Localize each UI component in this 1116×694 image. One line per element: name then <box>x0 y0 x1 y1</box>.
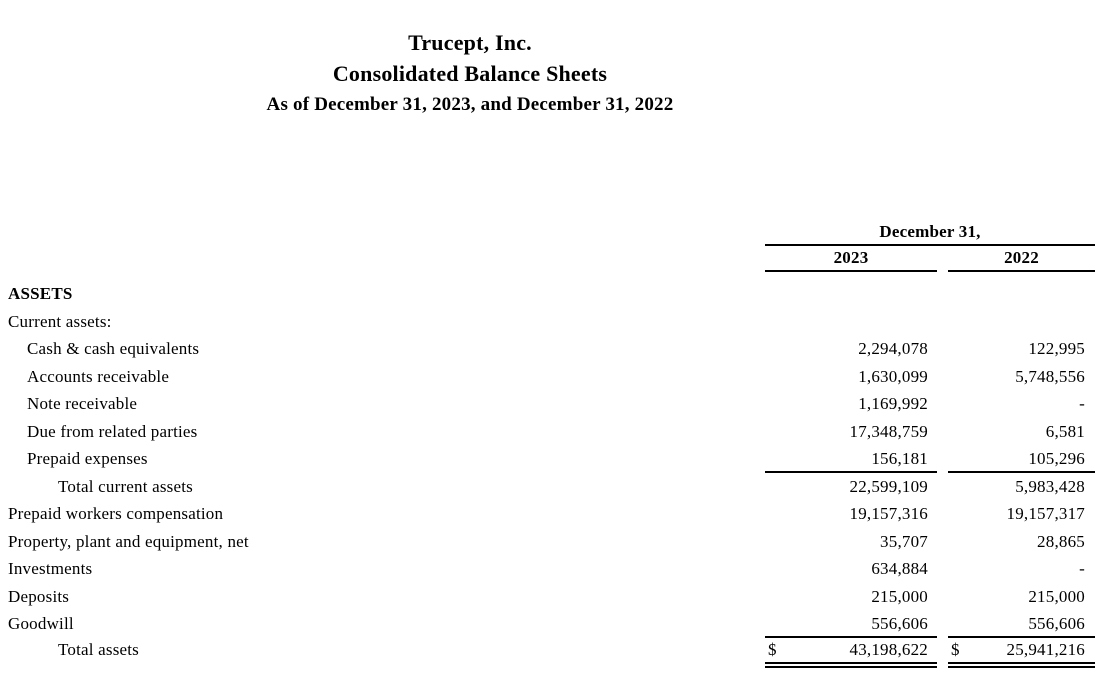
column-gap <box>937 445 948 473</box>
column-gap <box>937 610 948 638</box>
table-row-note-receivable: Note receivable 1,169,992 - <box>0 390 1095 418</box>
column-gap <box>937 583 948 611</box>
value-2023: 215,000 <box>871 586 928 606</box>
table-row-cash: Cash & cash equivalents 2,294,078 122,99… <box>0 335 1095 363</box>
value-2022: 122,995 <box>1028 339 1085 358</box>
column-gap <box>937 528 948 556</box>
value-2022: 215,000 <box>1028 586 1085 606</box>
column-gap <box>937 280 948 308</box>
value-2022-cell: $ 25,941,216 <box>948 638 1095 668</box>
value-2023: 556,606 <box>765 610 937 638</box>
document-header: Trucept, Inc. Consolidated Balance Sheet… <box>0 27 940 120</box>
row-label: Accounts receivable <box>27 366 170 386</box>
value-2022: 556,606 <box>948 610 1095 638</box>
statement-title: Consolidated Balance Sheets <box>332 61 608 86</box>
row-label: Deposits <box>8 586 70 606</box>
table-row-current-assets: Current assets: <box>0 308 1095 336</box>
value-2023: 35,707 <box>880 531 928 551</box>
row-label: Total assets <box>58 639 140 659</box>
value-2022: 19,157,317 <box>1006 504 1085 523</box>
dollar-sign: $ <box>951 639 960 659</box>
value-2023: 17,348,759 <box>849 421 928 441</box>
value-2023: 1,630,099 <box>858 366 928 386</box>
row-label: Goodwill <box>8 614 74 633</box>
value-2022 <box>948 280 1095 308</box>
value-2023 <box>765 308 937 336</box>
value-2023: 1,169,992 <box>858 394 928 413</box>
row-label: Current assets: <box>8 311 112 331</box>
dollar-sign: $ <box>768 639 777 659</box>
value-2022: 6,581 <box>1045 421 1085 441</box>
table-row-investments: Investments 634,884 - <box>0 555 1095 583</box>
year-header-row: 2023 2022 <box>0 246 1095 272</box>
column-gap <box>937 418 948 446</box>
column-gap <box>937 363 948 391</box>
value-2023 <box>765 280 937 308</box>
value-2022 <box>948 308 1095 336</box>
row-label: Prepaid expenses <box>27 449 148 468</box>
value-2023: 634,884 <box>871 559 928 578</box>
balance-sheet-page: Trucept, Inc. Consolidated Balance Sheet… <box>0 27 1116 694</box>
row-label: Cash & cash equivalents <box>27 339 200 358</box>
date-header-row: December 31, <box>0 220 1095 246</box>
value-2022: - <box>1079 559 1085 578</box>
row-label: Total current assets <box>58 476 193 496</box>
table-row-due-from-related-parties: Due from related parties 17,348,759 6,58… <box>0 418 1095 446</box>
table-row-prepaid-expenses: Prepaid expenses 156,181 105,296 <box>0 445 1095 473</box>
column-header-2022: 2022 <box>948 246 1095 272</box>
value-2023: 19,157,316 <box>849 504 928 523</box>
section-header-assets: ASSETS <box>8 284 73 303</box>
year-header-spacer <box>0 246 765 272</box>
row-label: Property, plant and equipment, net <box>8 531 249 551</box>
date-header-spacer <box>0 220 765 246</box>
column-header-2023: 2023 <box>765 246 937 272</box>
value-2022: 25,941,216 <box>1006 639 1085 659</box>
date-header: December 31, <box>765 220 1095 246</box>
table-row-goodwill: Goodwill 556,606 556,606 <box>0 610 1095 638</box>
column-gap <box>937 500 948 528</box>
row-label: Investments <box>8 559 93 578</box>
row-label: Note receivable <box>27 394 138 413</box>
value-2023: 22,599,109 <box>849 476 928 496</box>
table-row-total-current-assets: Total current assets 22,599,109 5,983,42… <box>0 473 1095 501</box>
value-2023: 2,294,078 <box>858 339 928 358</box>
value-2022: 105,296 <box>948 445 1095 473</box>
value-2023: 43,198,622 <box>849 639 928 659</box>
column-gap <box>937 246 948 272</box>
column-gap <box>937 638 948 668</box>
value-2022: 5,748,556 <box>1015 366 1085 386</box>
table-row-deposits: Deposits 215,000 215,000 <box>0 583 1095 611</box>
value-2023: 156,181 <box>765 445 937 473</box>
column-gap <box>937 473 948 501</box>
column-gap <box>937 390 948 418</box>
row-label: Due from related parties <box>27 421 198 441</box>
table-row-total-assets: Total assets $ 43,198,622 $ 25,941,216 <box>0 638 1095 668</box>
table-row-accounts-receivable: Accounts receivable 1,630,099 5,748,556 <box>0 363 1095 391</box>
table-row-property-plant-equipment: Property, plant and equipment, net 35,70… <box>0 528 1095 556</box>
table-row-assets-section: ASSETS <box>0 280 1095 308</box>
balance-sheet-table: December 31, 2023 2022 ASSETS Current as… <box>0 220 1116 668</box>
statement-subtitle: As of December 31, 2023, and December 31… <box>266 94 674 115</box>
column-gap <box>937 335 948 363</box>
company-name: Trucept, Inc. <box>408 30 532 55</box>
value-2022: 5,983,428 <box>1015 476 1085 496</box>
value-2022: - <box>1079 394 1085 413</box>
row-label: Prepaid workers compensation <box>8 504 224 523</box>
column-gap <box>937 555 948 583</box>
header-spacer <box>0 272 1095 280</box>
value-2022: 28,865 <box>1037 531 1085 551</box>
value-2023-cell: $ 43,198,622 <box>765 638 937 668</box>
column-gap <box>937 308 948 336</box>
table-row-prepaid-workers-compensation: Prepaid workers compensation 19,157,316 … <box>0 500 1095 528</box>
